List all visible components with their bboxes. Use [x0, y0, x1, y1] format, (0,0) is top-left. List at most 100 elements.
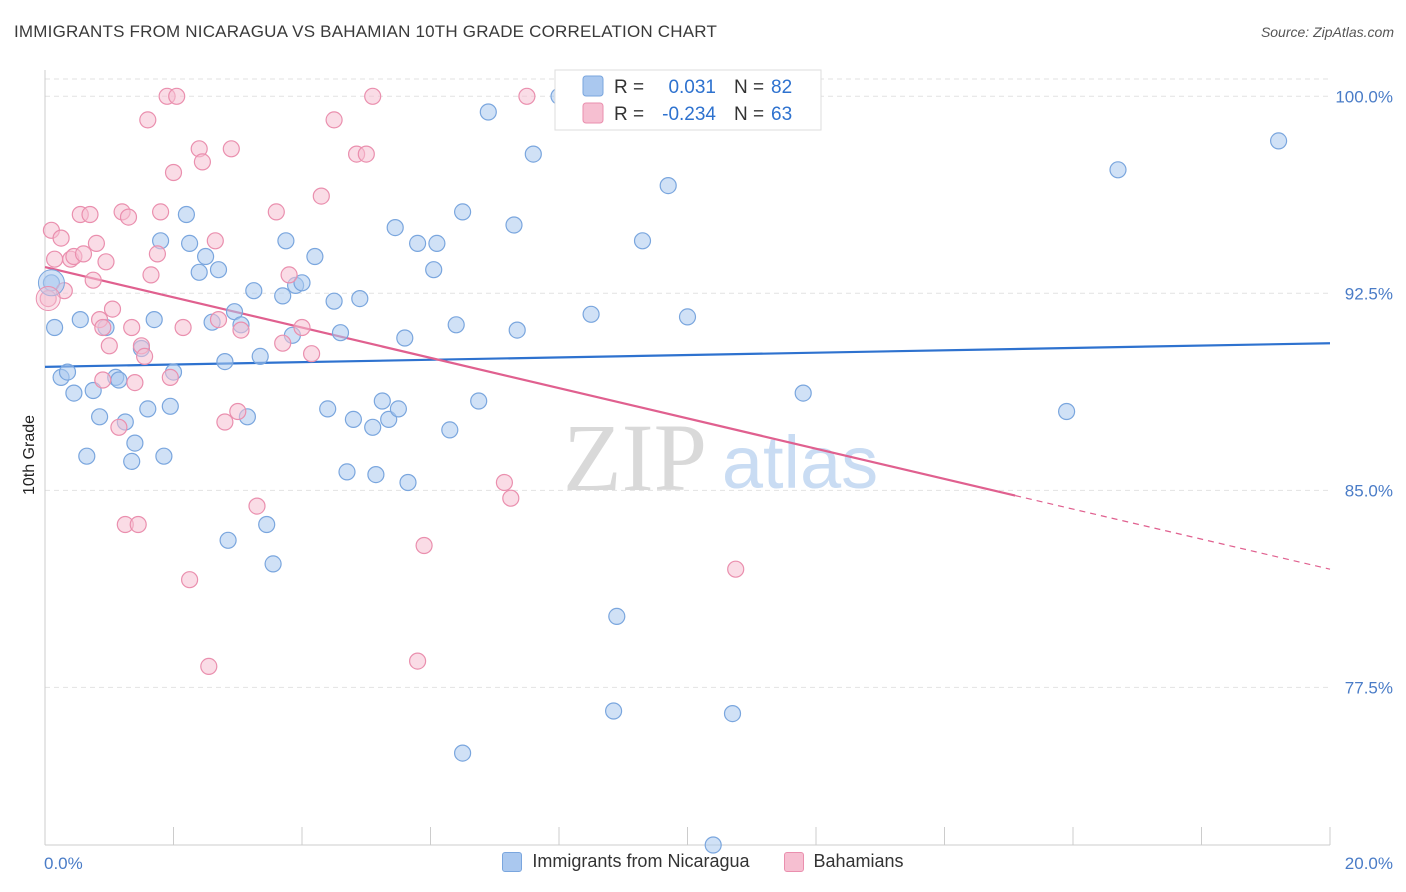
bahamian-point [74, 245, 93, 263]
x-tick-label-min: 0.0% [44, 854, 83, 873]
nicaragua-point [367, 466, 385, 484]
nicaragua-point [505, 216, 523, 234]
bahamian-point [103, 300, 122, 318]
bahamian-point [209, 311, 228, 329]
nicaragua-point [45, 318, 64, 337]
nicaragua-point [508, 321, 526, 339]
nicaragua-point [582, 305, 600, 323]
nicaragua-point [258, 515, 276, 534]
legend-n-label-1: N = [734, 77, 764, 98]
y-axis-title: 10th Grade [21, 415, 38, 495]
nicaragua-point [396, 329, 414, 347]
legend-n-value-1: 82 [771, 77, 792, 98]
y-tick-label: 85.0% [1345, 481, 1393, 500]
nicaragua-point [293, 274, 311, 292]
nicaragua-point [723, 704, 742, 723]
nicaragua-point [306, 247, 324, 266]
bahamian-point [222, 140, 240, 158]
legend-n-value-2: 63 [771, 104, 792, 125]
nicaragua-point [344, 410, 362, 428]
bahamian-point [52, 229, 70, 247]
bahamian-point [87, 234, 106, 252]
bahamian-point [126, 374, 144, 392]
nicaragua-point-large [37, 269, 65, 297]
nicaragua-point [78, 447, 96, 465]
nicaragua-point [479, 103, 497, 121]
nicaragua-point [470, 392, 488, 410]
nicaragua-point [274, 287, 292, 305]
nicaragua-point [1109, 161, 1127, 179]
nicaragua-point [181, 234, 199, 252]
watermark-atlas: atlas [722, 421, 878, 504]
bahamian-point [267, 203, 285, 221]
nicaragua-point [90, 408, 109, 426]
legend-r-value-1: 0.031 [668, 77, 716, 98]
stats-legend: R = 0.031 N = 82 R = -0.234 N = 63 [554, 69, 822, 131]
nicaragua-point [704, 836, 722, 854]
bahamian-point [129, 515, 147, 534]
nicaragua-point [251, 347, 269, 365]
nicaragua-point [441, 421, 459, 439]
bahamian-point [495, 473, 513, 492]
grid-layer [45, 78, 1330, 688]
bahamian-point [193, 153, 211, 171]
bahamian-point [248, 497, 266, 515]
bahamian-point [148, 245, 166, 263]
nicaragua-point [245, 282, 263, 300]
bahamian-point [110, 418, 128, 436]
bahamian-point [518, 87, 536, 105]
bahamian-point [161, 368, 179, 386]
bahamian-point [45, 250, 64, 268]
bahamian-point [139, 111, 157, 129]
bahamian-point [409, 652, 427, 670]
nicaragua-point [524, 145, 542, 163]
legend-n-label-2: N = [734, 104, 764, 125]
bahamian-point [100, 337, 118, 355]
nicaragua-point [71, 311, 89, 329]
bahamian-point [232, 321, 250, 339]
bahamian-point [303, 345, 321, 363]
nicaragua-point [608, 607, 626, 626]
legend-label-nicaragua: Immigrants from Nicaragua [532, 851, 750, 871]
legend-r-label-1: R = [614, 77, 644, 98]
nicaragua-point [604, 702, 623, 720]
nicaragua-point [389, 400, 407, 418]
bahamian-point [81, 205, 99, 224]
nicaragua-point [428, 234, 446, 252]
points-layer [35, 87, 1288, 854]
bahamian-point [216, 413, 234, 431]
nicaragua-point [425, 261, 443, 279]
bahamian-point [94, 371, 112, 389]
y-tick-label: 92.5% [1345, 284, 1393, 303]
nicaragua-point [319, 400, 337, 418]
legend-r-value-2: -0.234 [662, 104, 716, 125]
bahamian-point [502, 489, 520, 507]
nicaragua-point [325, 292, 343, 310]
chart-source: Source: ZipAtlas.com [1260, 24, 1394, 40]
watermark: ZIP atlas [563, 404, 878, 511]
nicaragua-point [380, 410, 398, 428]
legend-label-bahamians: Bahamians [813, 851, 904, 871]
nicaragua-point [161, 397, 179, 415]
legend-swatch-nicaragua [582, 75, 604, 97]
nicaragua-point [454, 744, 472, 762]
bahamian-point [727, 560, 745, 578]
bahamian-point [164, 163, 183, 182]
legend-item-nicaragua[interactable]: Immigrants from Nicaragua [502, 851, 750, 872]
nicaragua-point [659, 177, 677, 195]
nicaragua-trend-line [44, 342, 1331, 368]
y-tick-label: 77.5% [1345, 678, 1393, 697]
nicaragua-point [1269, 132, 1288, 150]
nicaragua-point [155, 447, 173, 465]
nicaragua-point [190, 263, 208, 281]
legend-swatch-bahamians [582, 102, 604, 124]
y-tick-label: 100.0% [1335, 87, 1393, 106]
bahamian-point [119, 208, 138, 226]
nicaragua-point [386, 219, 404, 237]
nicaragua-point [197, 247, 215, 266]
bahamian-point [181, 571, 199, 589]
nicaragua-point [145, 311, 163, 329]
bahamian-point [415, 536, 433, 555]
legend-item-bahamians[interactable]: Bahamians [783, 851, 904, 872]
